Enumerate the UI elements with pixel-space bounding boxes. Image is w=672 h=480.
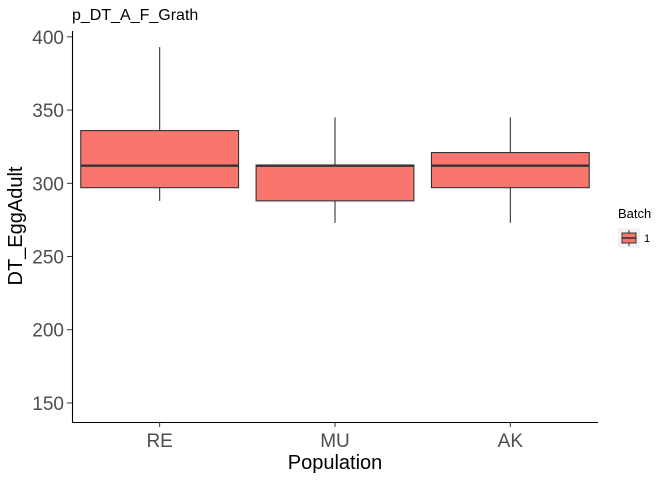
chart-title: p_DT_A_F_Grath	[72, 7, 198, 24]
box-body	[430, 151, 590, 189]
y-tick-label: 150	[32, 394, 64, 415]
x-tick-label: MU	[320, 431, 350, 452]
y-tick-label: 300	[32, 174, 64, 195]
box-MU	[255, 117, 415, 223]
y-axis-title: DT_EggAdult	[5, 166, 27, 285]
x-tick-label: AK	[498, 431, 524, 452]
x-ticks: RE MU AK	[146, 422, 523, 452]
box-body	[255, 164, 415, 202]
legend-item: 1	[618, 228, 650, 248]
box-AK	[430, 117, 590, 223]
legend-keys: 1	[618, 228, 650, 248]
legend-title: Batch	[618, 206, 651, 221]
box-RE	[80, 47, 240, 201]
y-tick-label: 400	[32, 28, 64, 49]
y-tick-label: 200	[32, 321, 64, 342]
box-body	[80, 130, 240, 189]
legend: Batch 1	[618, 206, 651, 248]
x-tick-label: RE	[146, 431, 172, 452]
x-axis-title: Population	[288, 452, 383, 474]
y-tick-label: 250	[32, 248, 64, 269]
plot-area: 150 200 250 300 350 400 RE MU AK	[32, 28, 598, 452]
legend-label: 1	[644, 233, 650, 245]
y-tick-label: 350	[32, 101, 64, 122]
y-ticks: 150 200 250 300 350 400	[32, 28, 72, 415]
boxes-layer	[80, 47, 590, 223]
